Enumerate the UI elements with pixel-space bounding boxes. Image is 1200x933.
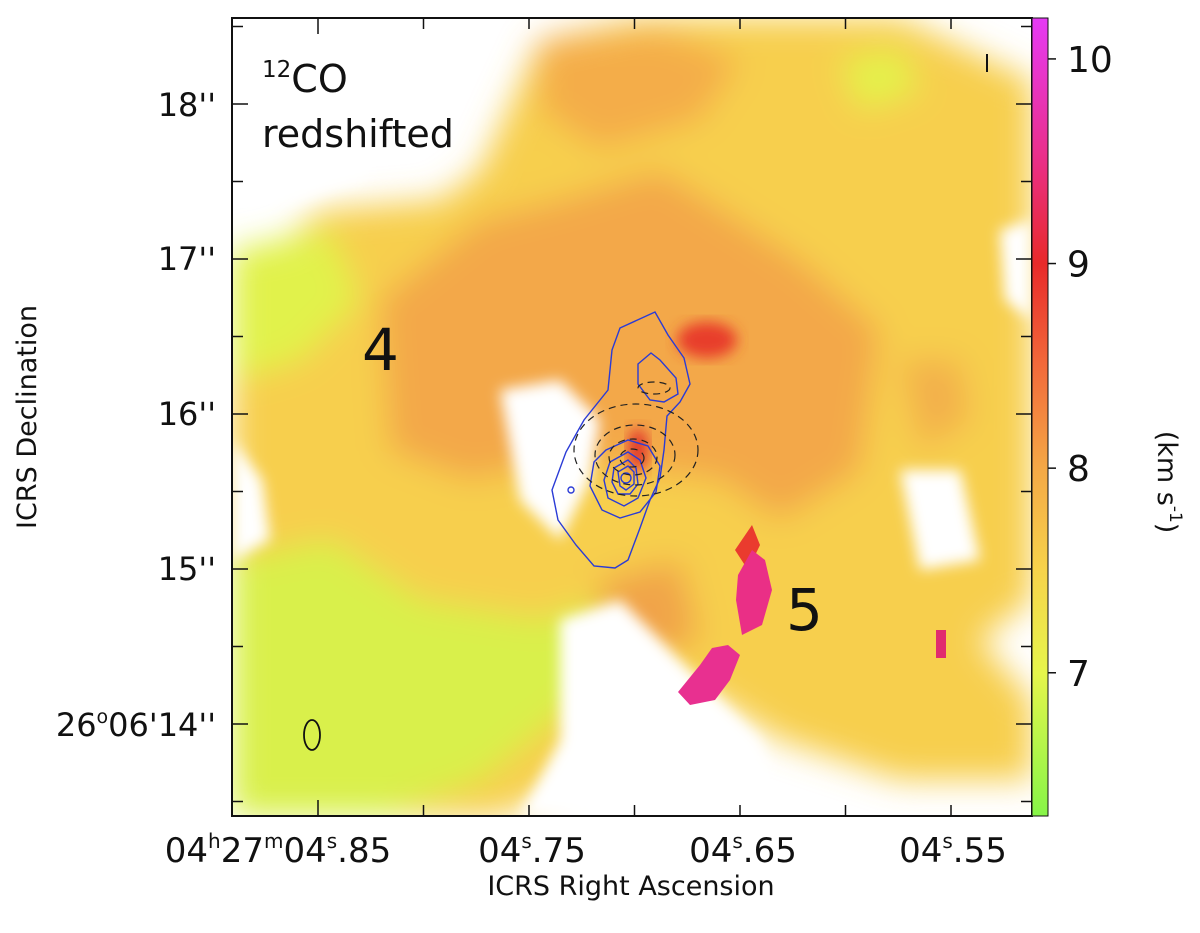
contour-outer [551,311,691,569]
contour-level-5 [611,459,639,495]
continuum-contours [551,311,691,569]
x-axis-ticks: 04h27m04s.85 04s.75 04s.65 04s.55 [165,18,1007,871]
magenta-jet-lower [678,645,740,705]
dashed-contour-1 [573,403,699,497]
emission-region-green-upper [232,230,360,380]
high-velocity-knots [628,322,946,705]
plot-title: 12CO [262,57,348,101]
colorbar-label-unit: (km s [1151,431,1182,506]
contour-level-6 [617,465,635,491]
dashed-contour-top [637,381,671,395]
y-tick-label-3: 15'' [158,550,216,588]
colorbar-ticks: 10 9 8 7 [1048,40,1113,695]
red-streak [735,525,760,570]
contour-level-3 [589,439,661,519]
colorbar-label: (km s-1) [1151,431,1185,534]
no-emission-gaps [232,18,1032,816]
x-tick-label-3: 04s.55 [899,829,1007,871]
y-tick-label-2: 16'' [158,395,216,433]
dashed-contour-2 [594,424,676,486]
emission-region-green-right [840,50,920,110]
colorbar-label-close: ) [1151,523,1182,534]
title-molecule: CO [291,57,347,101]
red-knot-center [628,428,648,472]
y-axis-label: ICRS Declination [12,305,43,529]
blueshifted-contours [573,381,699,497]
magenta-jet-upper [736,550,772,635]
colorbar-tick-label-3: 7 [1067,654,1090,695]
emission-region-green-left [232,540,600,816]
title-isotope: 12 [262,57,291,83]
colorbar-tick-label-0: 10 [1067,40,1113,81]
x-tick-label-2: 04s.65 [689,829,797,871]
y-tick-label-0: 18'' [158,86,216,124]
y-tick-label-4: 26o06'14'' [56,706,216,744]
colorbar [1031,17,1049,817]
x-tick-label-1: 04s.75 [478,829,586,871]
x-tick-label-0: 04h27m04s.85 [165,829,391,871]
emission-region-orange-top [540,30,740,150]
velocity-field [232,18,1032,816]
annotation-lobe-5: 5 [786,576,823,644]
dashed-contour-3 [608,438,658,476]
red-knot-north [677,322,737,358]
colorbar-tick-label-2: 8 [1067,449,1090,490]
y-axis-ticks: 18'' 17'' 16'' 15'' 26o06'14'' [56,25,1032,803]
emission-region-orange-core [380,170,880,520]
annotation-lobe-4: 4 [362,316,399,384]
colorbar-tick-label-1: 9 [1067,245,1090,286]
colorbar-label-exponent: -1 [1165,506,1185,523]
contour-level-4 [603,451,647,507]
contour-level-7 [620,472,632,484]
x-axis-label: ICRS Right Ascension [487,871,774,902]
plot-area [232,18,1032,816]
magenta-spot-right [936,630,946,658]
beam-ellipse [303,719,321,751]
contour-upper [637,352,679,403]
plot-subtitle: redshifted [262,112,454,156]
emission-region-orange-right [900,360,970,450]
dashed-contour-4 [619,448,645,468]
contour-speck [567,486,575,494]
y-tick-label-1: 17'' [158,240,216,278]
